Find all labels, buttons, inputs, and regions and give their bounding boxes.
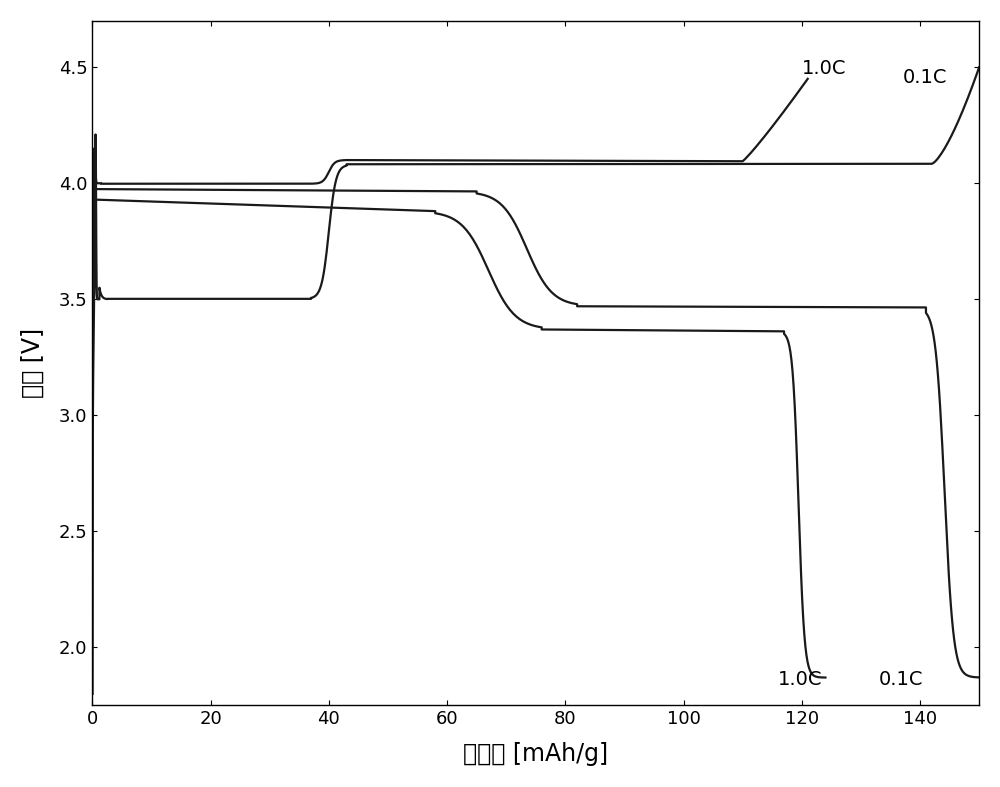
Text: 0.1C: 0.1C — [902, 68, 947, 87]
Text: 1.0C: 1.0C — [778, 670, 823, 689]
Y-axis label: 电压 [V]: 电压 [V] — [21, 328, 45, 398]
X-axis label: 比容量 [mAh/g]: 比容量 [mAh/g] — [463, 742, 608, 767]
Text: 1.0C: 1.0C — [802, 59, 846, 78]
Text: 0.1C: 0.1C — [879, 670, 923, 689]
